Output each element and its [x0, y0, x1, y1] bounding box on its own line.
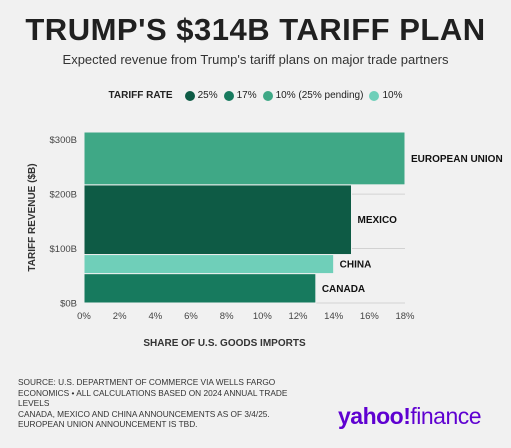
- legend-item-17: 17%: [223, 90, 257, 101]
- x-tick-label: 12%: [288, 311, 308, 322]
- x-tick-label: 16%: [360, 311, 380, 322]
- bar: [83, 184, 352, 256]
- y-tick-label: $200B: [50, 190, 77, 201]
- bar-label: EUROPEAN UNION: [411, 154, 503, 165]
- source-line: SOURCE: U.S. DEPARTMENT OF COMMERCE VIA …: [18, 377, 276, 387]
- chart-subtitle: Expected revenue from Trump's tariff pla…: [62, 52, 449, 67]
- x-tick-label: 14%: [324, 311, 344, 322]
- legend-item-25: 25%: [184, 90, 218, 101]
- x-axis-label: SHARE OF U.S. GOODS IMPORTS: [143, 338, 306, 349]
- source-note: SOURCE: U.S. DEPARTMENT OF COMMERCE VIA …: [18, 377, 338, 430]
- chart-title: TRUMP'S $314B TARIFF PLAN: [25, 12, 486, 47]
- source-line: ECONOMICS • ALL CALCULATIONS BASED ON 20…: [18, 387, 288, 398]
- x-tick-label: 10%: [253, 311, 273, 322]
- logo-brand: yahoo!: [338, 403, 411, 429]
- legend-swatch: [184, 90, 195, 101]
- source-line: EUROPEAN UNION ANNOUNCEMENT IS TBD.: [18, 419, 198, 429]
- logo-product: finance: [410, 403, 482, 429]
- x-tick-label: 6%: [184, 311, 198, 322]
- bar: [83, 254, 335, 275]
- y-tick-label: $0B: [60, 299, 77, 310]
- yahoo-finance-logo: yahoo!finance: [338, 403, 482, 430]
- source-line: CANADA, MEXICO AND CHINA ANNOUNCEMENTS A…: [18, 408, 270, 419]
- legend-label: 25%: [197, 90, 218, 101]
- source-line: LEVELS: [18, 398, 50, 408]
- bar: [83, 273, 317, 304]
- legend-title: TARIFF RATE: [108, 90, 173, 101]
- y-tick-label: $300B: [50, 135, 77, 146]
- x-tick-label: 18%: [395, 311, 415, 322]
- bar-label: CHINA: [340, 260, 372, 271]
- legend: TARIFF RATE 25% 17% 10% (25% pending) 10…: [0, 90, 511, 101]
- x-tick-label: 0%: [77, 311, 91, 322]
- bar-label: CANADA: [322, 284, 365, 295]
- x-tick-label: 2%: [113, 311, 127, 322]
- legend-item-10: 10%: [369, 90, 402, 101]
- legend-swatch: [262, 90, 273, 101]
- legend-item-10-pending: 10% (25% pending): [262, 90, 364, 101]
- legend-label: 10%: [382, 90, 403, 101]
- legend-label: 10% (25% pending): [275, 90, 364, 101]
- legend-swatch: [369, 90, 380, 101]
- bar: [83, 131, 406, 186]
- x-tick-label: 8%: [220, 311, 234, 322]
- bar-label: MEXICO: [358, 215, 398, 226]
- legend-label: 17%: [236, 90, 257, 101]
- y-tick-label: $100B: [50, 244, 77, 255]
- y-axis-label: TARIFF REVENUE ($B): [27, 163, 38, 271]
- x-tick-label: 4%: [148, 311, 162, 322]
- legend-swatch: [223, 90, 234, 101]
